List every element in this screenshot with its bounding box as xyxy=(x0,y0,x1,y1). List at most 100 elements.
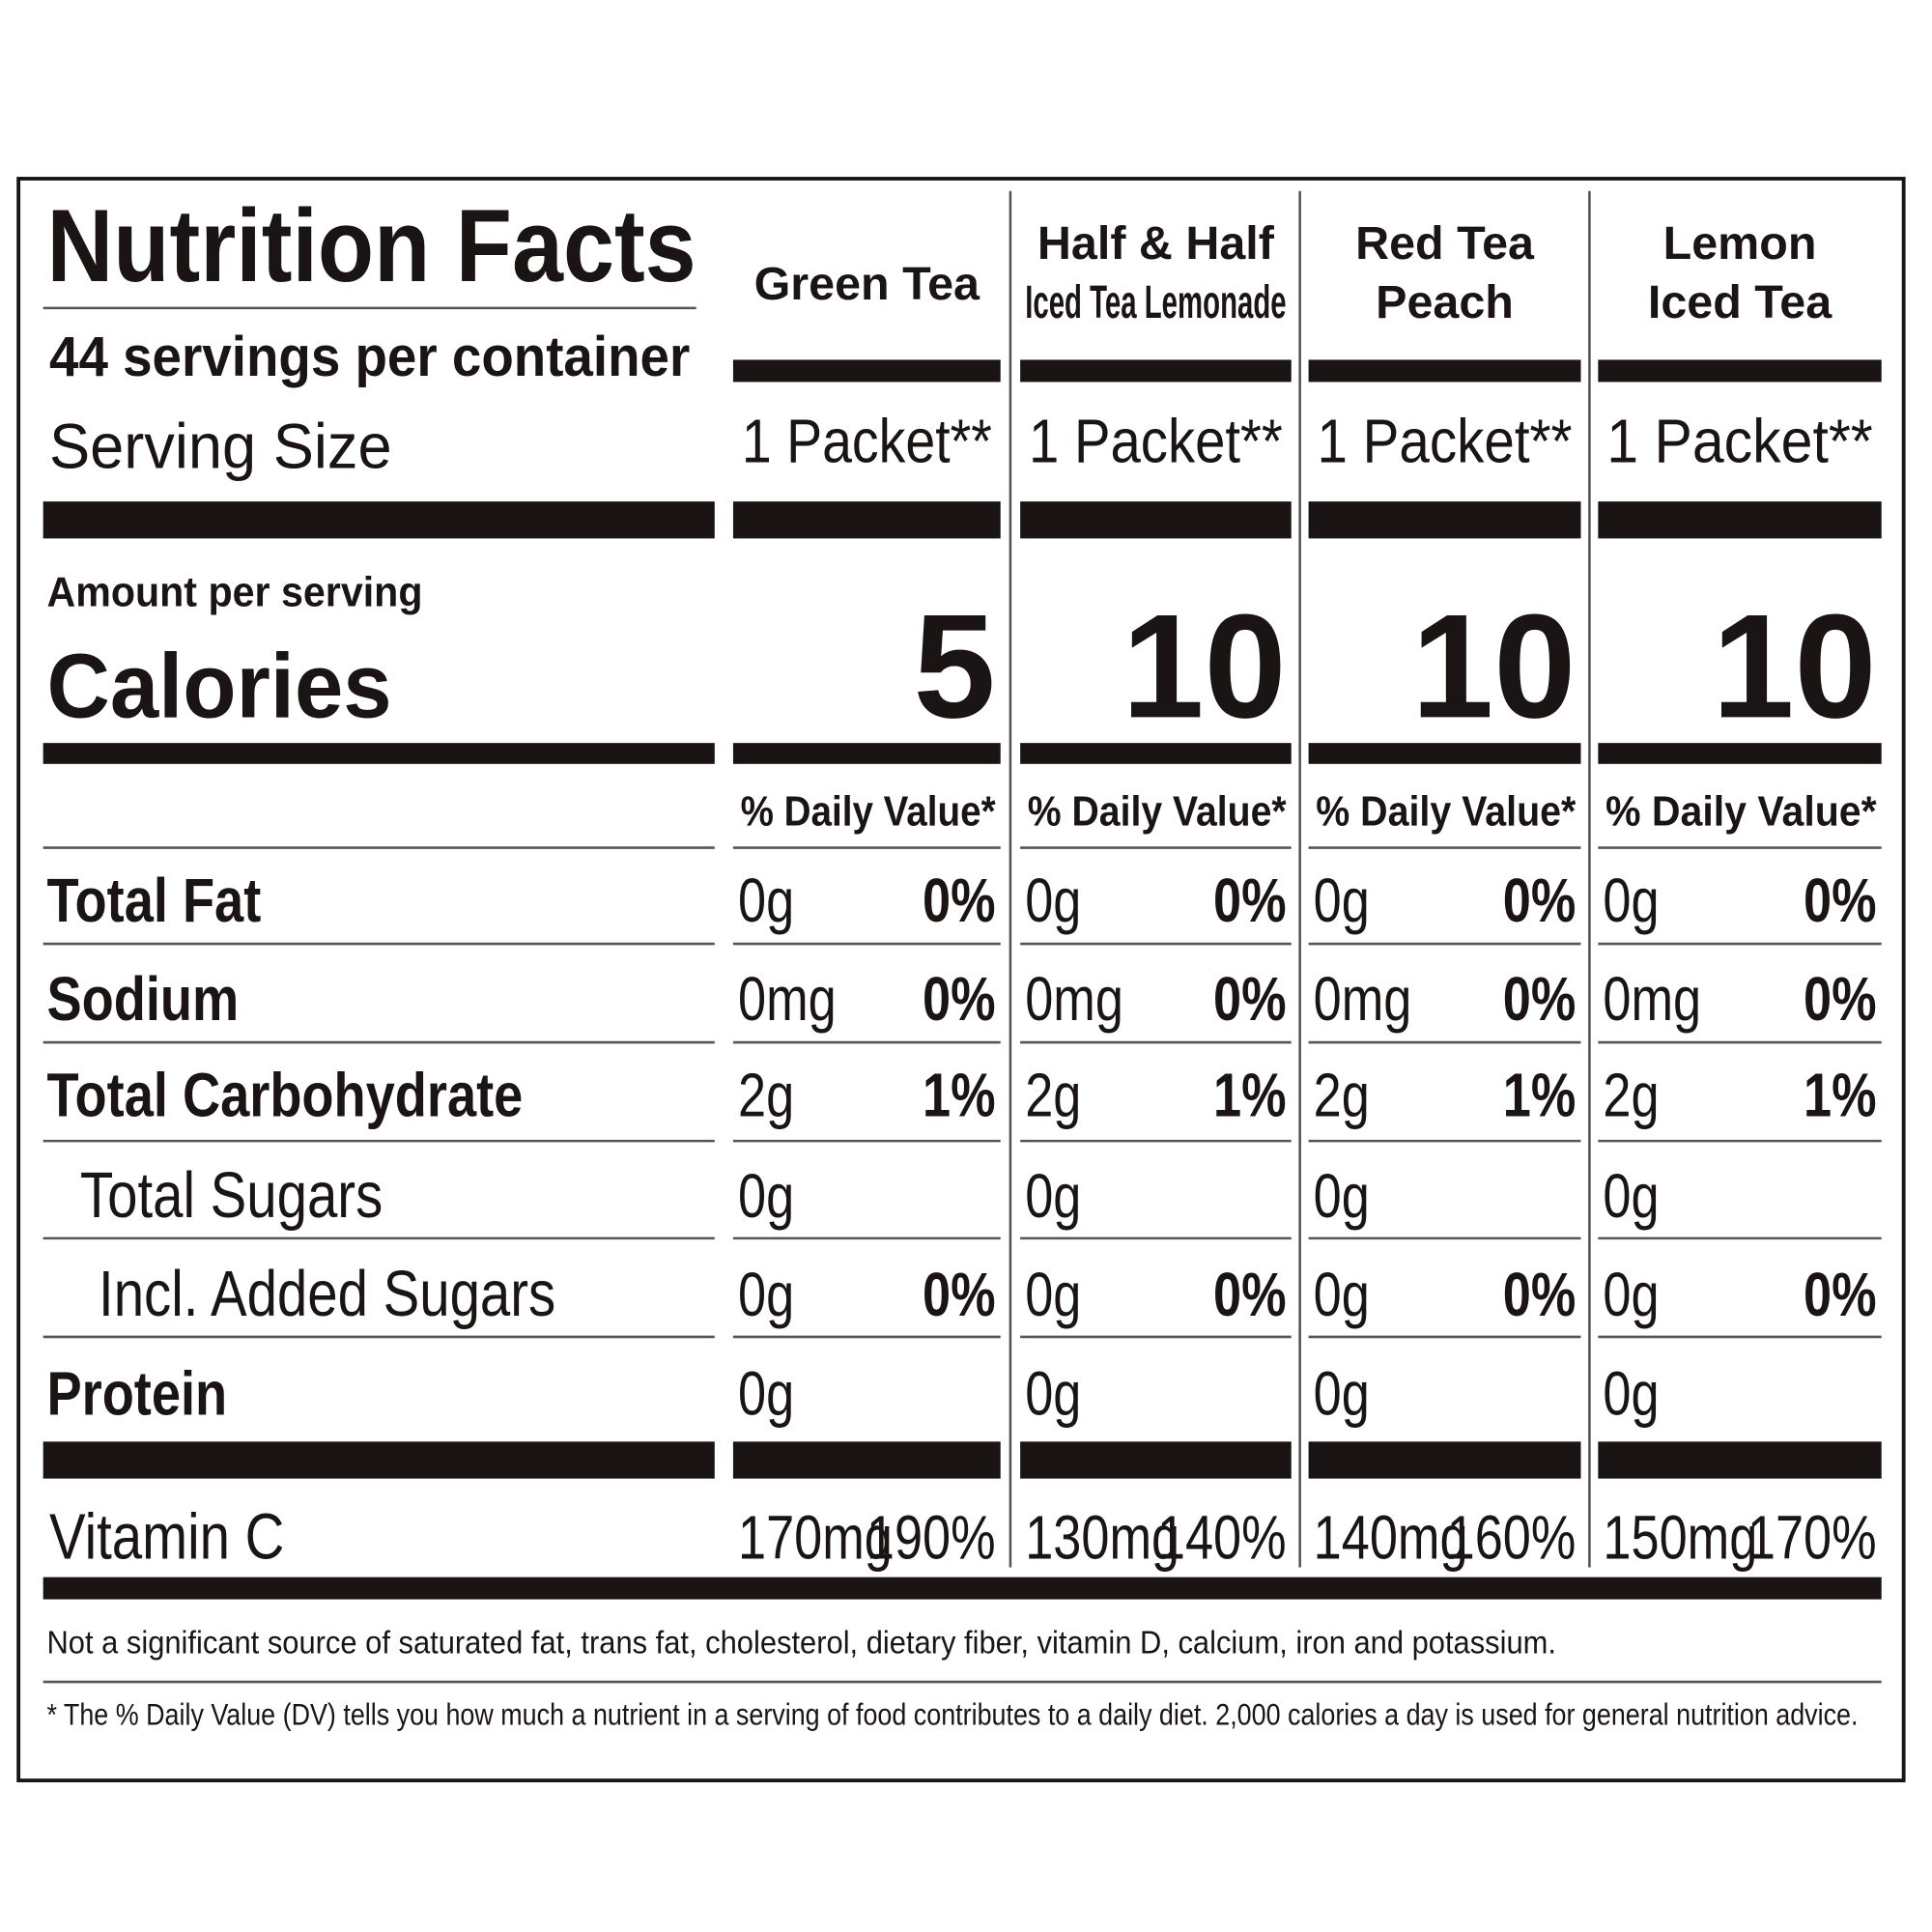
nutrient-amount: 0g xyxy=(738,1261,794,1329)
nutrient-amount: 0g xyxy=(1603,867,1659,935)
product-name: Peach xyxy=(1376,276,1514,328)
product-name: Iced Tea xyxy=(1648,276,1833,328)
nutrient-label: Total Carbohydrate xyxy=(46,1060,523,1129)
nutrient-amount: 0g xyxy=(1025,1359,1081,1428)
calories-label: Calories xyxy=(46,636,391,737)
nutrient-amount: 0g xyxy=(1025,1261,1081,1329)
rule-bar xyxy=(732,501,1001,539)
nutrient-amount: 0g xyxy=(1025,867,1081,935)
rule-bar xyxy=(1308,359,1581,383)
servings: 44 servings per container xyxy=(49,326,690,388)
nutrient-dv: 1% xyxy=(1503,1062,1577,1130)
footnote: Not a significant source of saturated fa… xyxy=(46,1626,1556,1662)
nutrient-amount: 2g xyxy=(1314,1062,1370,1130)
nutrient-dv: 0% xyxy=(1804,965,1877,1034)
rule-bar xyxy=(1020,1441,1292,1479)
nutrient-amount: 2g xyxy=(738,1062,794,1130)
nutrient-dv: 190% xyxy=(867,1504,996,1573)
product-name: Green Tea xyxy=(754,258,980,310)
rule-bar xyxy=(1020,501,1292,539)
amount-label: Amount per serving xyxy=(46,570,422,616)
rule-bar xyxy=(1308,501,1581,539)
rule-bar xyxy=(1308,1441,1581,1479)
nutrient-label: Total Fat xyxy=(46,866,261,935)
nutrient-dv: 0% xyxy=(1213,867,1287,935)
product-name: Half & Half xyxy=(1037,217,1275,270)
serving-size-label: Serving Size xyxy=(49,412,392,483)
rule-bar xyxy=(732,359,1001,383)
rule-bar xyxy=(43,743,715,764)
rule-bar xyxy=(732,743,1001,764)
nutrient-amount: 0g xyxy=(1025,1162,1081,1231)
serving-size: 1 Packet** xyxy=(1029,406,1283,475)
nutrient-dv: 1% xyxy=(923,1062,996,1130)
nutrient-dv: 0% xyxy=(1804,867,1877,935)
nutrient-amount: 0g xyxy=(1603,1359,1659,1428)
nutrient-dv: 0% xyxy=(1804,1261,1877,1329)
rule-bar xyxy=(1020,743,1292,764)
dv-header: % Daily Value* xyxy=(1028,789,1287,836)
nutrient-label: Protein xyxy=(46,1358,227,1428)
title: Nutrition Facts xyxy=(46,187,696,303)
product-name: Lemon xyxy=(1663,217,1817,270)
rule-bar xyxy=(732,1441,1001,1479)
nutrient-amount: 140mg xyxy=(1314,1504,1468,1573)
rule-bar xyxy=(1598,743,1882,764)
nutrient-amount: 0g xyxy=(738,867,794,935)
product-name: Iced Tea Lemonade xyxy=(1025,276,1286,328)
nutrient-dv: 0% xyxy=(1503,867,1577,935)
product-name: Red Tea xyxy=(1355,217,1535,270)
nutrient-amount: 0g xyxy=(1314,1261,1370,1329)
nutrient-amount: 0g xyxy=(1603,1261,1659,1329)
dv-header: % Daily Value* xyxy=(741,789,996,836)
nutrient-dv: 0% xyxy=(1213,965,1287,1034)
serving-size: 1 Packet** xyxy=(1318,406,1573,475)
serving-size: 1 Packet** xyxy=(1606,406,1873,475)
rule-bar xyxy=(43,501,715,539)
rule-bar xyxy=(1598,359,1882,383)
nutrient-amount: 130mg xyxy=(1025,1504,1179,1573)
label-border xyxy=(16,177,1906,1783)
calories-value: 10 xyxy=(1122,583,1286,749)
nutrient-dv: 0% xyxy=(1213,1261,1287,1329)
rule-bar xyxy=(43,1441,715,1479)
nutrient-dv: 1% xyxy=(1213,1062,1287,1130)
nutrient-amount: 2g xyxy=(1603,1062,1659,1130)
nutrient-dv: 1% xyxy=(1804,1062,1877,1130)
dv-header: % Daily Value* xyxy=(1605,789,1877,836)
nutrient-amount: 170mg xyxy=(738,1504,893,1573)
footnote: * The % Daily Value (DV) tells you how m… xyxy=(46,1697,1858,1732)
nutrient-amount: 0g xyxy=(738,1162,794,1231)
rule-bar xyxy=(43,1577,1882,1600)
nutrient-amount: 0g xyxy=(1314,1359,1370,1428)
calories-value: 10 xyxy=(1411,583,1576,749)
nutrient-dv: 0% xyxy=(923,867,996,935)
dv-header: % Daily Value* xyxy=(1316,789,1576,836)
nutrient-dv: 0% xyxy=(923,1261,996,1329)
nutrient-amount: 150mg xyxy=(1603,1504,1757,1573)
nutrient-amount: 0mg xyxy=(1603,965,1701,1034)
nutrient-label: Vitamin C xyxy=(49,1501,284,1573)
calories-value: 10 xyxy=(1712,583,1876,749)
nutrient-label: Incl. Added Sugars xyxy=(99,1259,555,1330)
rule-bar xyxy=(1020,359,1292,383)
nutrient-amount: 0mg xyxy=(1314,965,1412,1034)
nutrient-amount: 2g xyxy=(1025,1062,1081,1130)
nutrient-amount: 0g xyxy=(1603,1162,1659,1231)
calories-value: 5 xyxy=(913,583,995,749)
nutrient-label: Total Sugars xyxy=(80,1160,383,1232)
nutrient-dv: 140% xyxy=(1157,1504,1287,1573)
nutrient-dv: 0% xyxy=(923,965,996,1034)
rule-bar xyxy=(1308,743,1581,764)
nutrient-amount: 0g xyxy=(1314,1162,1370,1231)
nutrient-dv: 170% xyxy=(1747,1504,1877,1573)
serving-size: 1 Packet** xyxy=(742,406,992,475)
nutrient-amount: 0mg xyxy=(1025,965,1123,1034)
nutrient-amount: 0mg xyxy=(738,965,837,1034)
nutrient-amount: 0g xyxy=(1314,867,1370,935)
nutrient-dv: 0% xyxy=(1503,965,1577,1034)
rule-bar xyxy=(1598,1441,1882,1479)
nutrient-label: Sodium xyxy=(46,964,239,1034)
